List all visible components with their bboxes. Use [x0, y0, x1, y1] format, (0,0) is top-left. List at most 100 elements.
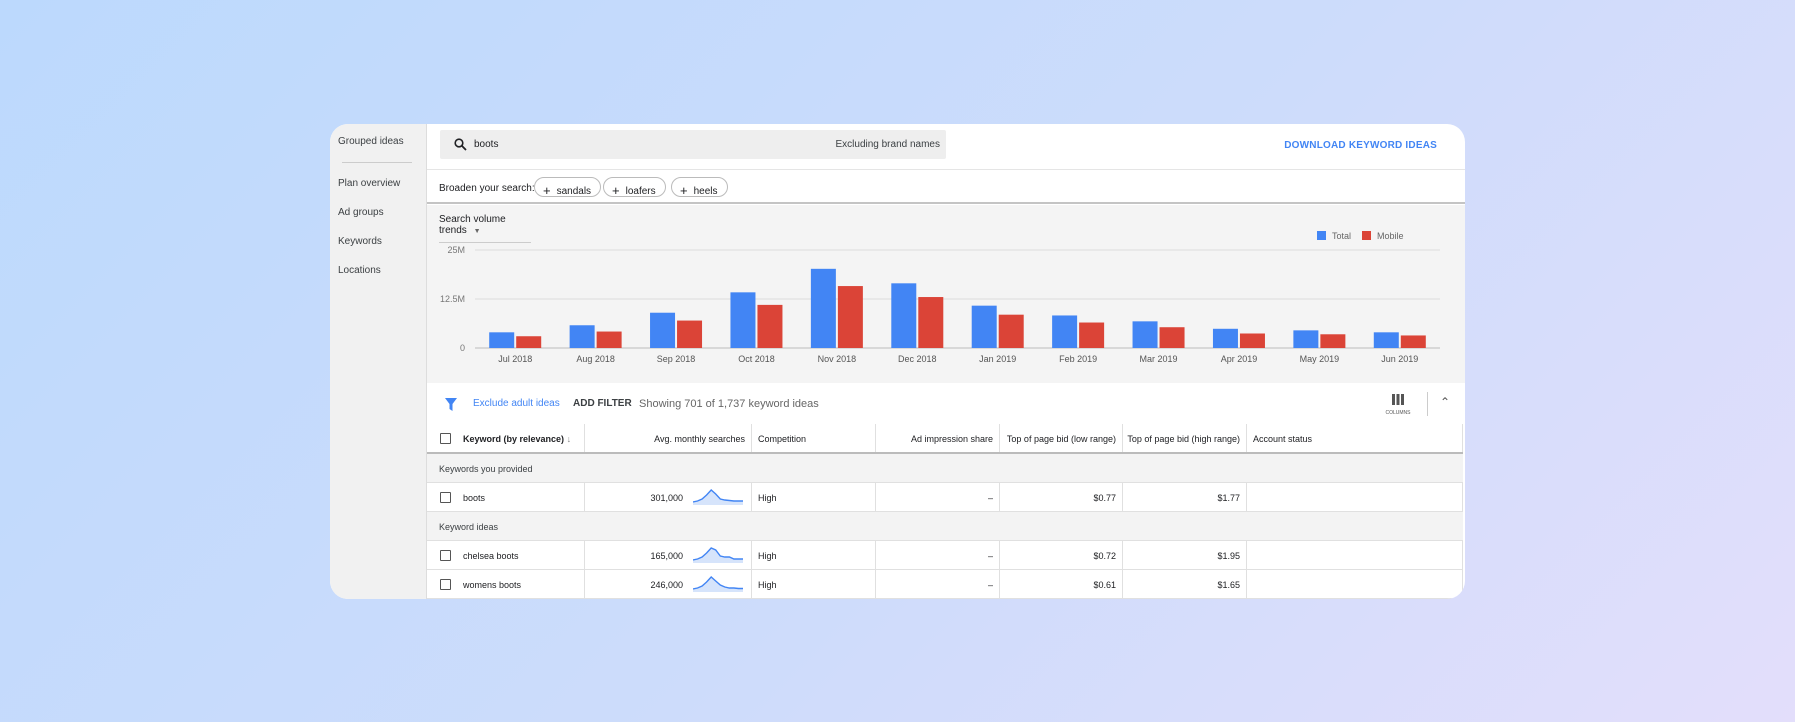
chip-label: heels — [693, 186, 718, 197]
column-header-label: Top of page bid (low range) — [1006, 434, 1116, 444]
trend-selector[interactable]: Search volume trends ▼ — [439, 214, 531, 243]
x-tick-label: Apr 2019 — [1221, 354, 1258, 364]
group-row: Keywords you provided — [427, 454, 1463, 483]
column-header[interactable]: Keyword (by relevance) ↓ — [457, 424, 585, 452]
table-row: chelsea boots 165,000 High – $0.72 $1.95 — [427, 541, 1463, 570]
column-header-label: Competition — [758, 434, 807, 444]
searches-value: 246,000 — [650, 580, 683, 590]
bar-mobile — [1239, 333, 1265, 348]
low-bid-cell: $0.77 — [1000, 483, 1123, 511]
filter-icon[interactable] — [445, 398, 457, 411]
x-tick-label: Oct 2018 — [738, 354, 775, 364]
chip-label: loafers — [625, 186, 656, 197]
low-bid-cell: $0.61 — [1000, 570, 1123, 598]
bar-total — [810, 268, 836, 348]
keyword-cell[interactable]: chelsea boots — [457, 541, 585, 569]
searches-value: 165,000 — [650, 551, 683, 561]
search-query: boots — [474, 139, 499, 150]
group-label: Keyword ideas — [439, 522, 499, 532]
competition-cell: High — [752, 483, 876, 511]
divider — [1427, 392, 1428, 416]
group-label: Keywords you provided — [439, 464, 533, 474]
bar-total — [1052, 315, 1078, 348]
bar-total — [730, 292, 756, 348]
collapse-chevron-up-icon[interactable]: ⌃ — [1440, 395, 1451, 409]
group-row: Keyword ideas — [427, 512, 1463, 541]
trend-sparkline — [693, 489, 743, 505]
impression-share-cell: – — [876, 570, 1000, 598]
column-header[interactable]: Top of page bid (high range) — [1123, 424, 1247, 452]
account-status-cell — [1247, 541, 1463, 569]
row-select[interactable] — [427, 570, 457, 598]
select-all-checkbox[interactable] — [440, 433, 451, 444]
sidebar-item-grouped-ideas[interactable]: Grouped ideas — [338, 136, 404, 147]
column-header-label: Top of page bid (high range) — [1127, 434, 1240, 444]
columns-icon — [1392, 394, 1404, 405]
plus-icon: + — [680, 183, 688, 198]
column-header[interactable]: Avg. monthly searches — [585, 424, 752, 452]
trend-sparkline — [693, 547, 743, 563]
x-tick-label: Feb 2019 — [1059, 354, 1097, 364]
chip-loafers[interactable]: + loafers — [603, 177, 666, 198]
trend-sparkline — [693, 576, 743, 592]
columns-button[interactable]: COLUMNS — [1383, 392, 1413, 416]
account-status-cell — [1247, 570, 1463, 598]
brand-exclusion[interactable]: Excluding brand names — [835, 139, 940, 150]
column-header[interactable]: Top of page bid (low range) — [1000, 424, 1123, 452]
y-tick-label: 0 — [460, 343, 465, 353]
bar-total — [1293, 330, 1319, 348]
sidebar-item-plan-overview[interactable]: Plan overview — [338, 178, 401, 189]
broaden-label: Broaden your search: — [439, 183, 535, 194]
sidebar-item-keywords[interactable]: Keywords — [338, 236, 382, 247]
bar-mobile — [596, 331, 622, 348]
exclude-adult-ideas-filter[interactable]: Exclude adult ideas — [473, 398, 560, 409]
sidebar: Grouped ideas Plan overview Ad groups Ke… — [330, 124, 427, 599]
bar-mobile — [1320, 334, 1346, 348]
x-tick-label: Mar 2019 — [1140, 354, 1178, 364]
search-input[interactable]: boots Excluding brand names — [440, 130, 946, 159]
sidebar-item-locations[interactable]: Locations — [338, 265, 381, 276]
row-checkbox[interactable] — [440, 492, 451, 503]
x-tick-label: Jan 2019 — [979, 354, 1016, 364]
filter-bar: Exclude adult ideas ADD FILTER Showing 7… — [427, 384, 1465, 424]
row-checkbox[interactable] — [440, 550, 451, 561]
select-all[interactable] — [427, 424, 457, 452]
search-volume-chart: Search volume trends ▼ 0 12.5M 25M Jul 2018… — [427, 205, 1465, 383]
download-keyword-ideas-button[interactable]: DOWNLOAD KEYWORD IDEAS — [1284, 140, 1437, 151]
sidebar-item-ad-groups[interactable]: Ad groups — [338, 207, 384, 218]
columns-label: COLUMNS — [1385, 410, 1411, 416]
column-header[interactable]: Ad impression share — [876, 424, 1000, 452]
y-tick-label: 12.5M — [440, 294, 465, 304]
keyword-cell[interactable]: boots — [457, 483, 585, 511]
column-header[interactable]: Competition — [752, 424, 876, 452]
searches-cell: 165,000 — [585, 541, 752, 569]
bar-total — [1132, 321, 1158, 348]
x-tick-label: Jun 2019 — [1381, 354, 1418, 364]
bar-mobile — [1159, 327, 1185, 348]
add-filter-button[interactable]: ADD FILTER — [573, 398, 632, 409]
x-tick-label: Sep 2018 — [657, 354, 696, 364]
competition-cell: High — [752, 541, 876, 569]
bar-total — [1212, 328, 1238, 348]
bar-total — [569, 325, 595, 348]
row-select[interactable] — [427, 541, 457, 569]
broaden-search-bar: Broaden your search: + sandals + loafers +… — [427, 169, 1465, 204]
searches-cell: 301,000 — [585, 483, 752, 511]
sort-arrow-down-icon: ↓ — [566, 434, 572, 444]
bar-mobile — [516, 336, 542, 348]
row-select[interactable] — [427, 483, 457, 511]
keyword-cell[interactable]: womens boots — [457, 570, 585, 598]
bar-total — [650, 312, 676, 348]
legend-swatch-mobile — [1362, 231, 1371, 240]
dropdown-arrow-icon: ▼ — [473, 228, 481, 235]
high-bid-cell: $1.77 — [1123, 483, 1247, 511]
chip-sandals[interactable]: + sandals — [534, 177, 602, 198]
competition-cell: High — [752, 570, 876, 598]
column-header[interactable]: Account status — [1247, 424, 1463, 452]
bar-total — [891, 283, 917, 348]
account-status-cell — [1247, 483, 1463, 511]
table-row: boots 301,000 High – $0.77 $1.77 — [427, 483, 1463, 512]
column-header-label: Ad impression share — [910, 434, 993, 444]
row-checkbox[interactable] — [440, 579, 451, 590]
chip-heels[interactable]: + heels — [671, 177, 728, 198]
